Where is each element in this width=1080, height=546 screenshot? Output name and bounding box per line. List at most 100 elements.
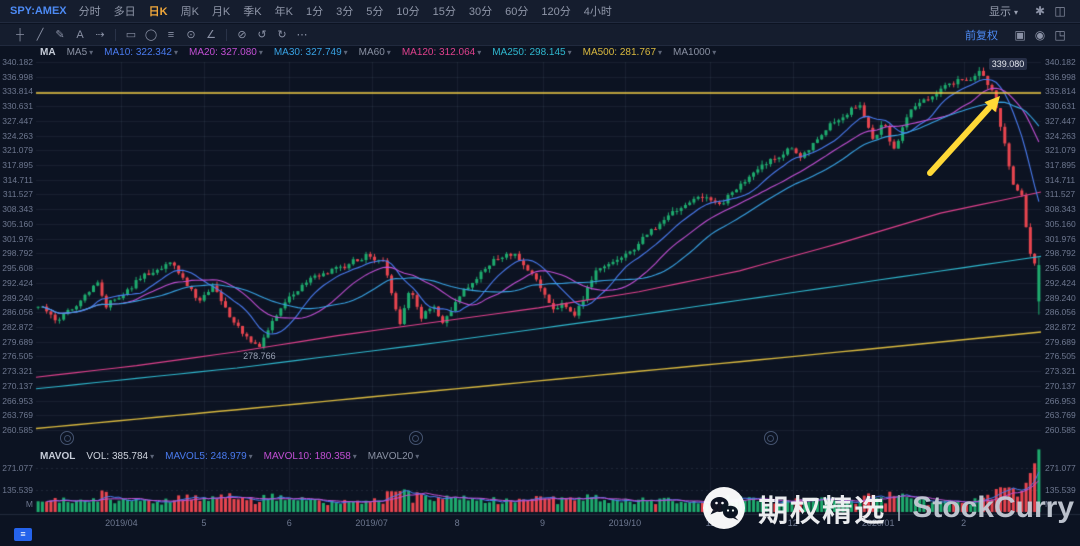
- indicator-ma20[interactable]: MA20: 327.080 ▾: [188, 47, 263, 58]
- undo-icon[interactable]: ↺: [257, 29, 267, 41]
- price-axis-label: 282.872: [2, 321, 33, 332]
- price-axis-label: 298.792: [2, 248, 33, 259]
- chevron-down-icon: ▾: [343, 48, 348, 57]
- fullscreen-icon[interactable]: ◳: [1054, 27, 1066, 42]
- tab-日K[interactable]: 日K: [148, 6, 168, 18]
- x-axis-label: 2020/01: [861, 518, 895, 528]
- ellipse-tool[interactable]: ◯: [144, 29, 158, 41]
- volume-axis-unit: M: [1045, 499, 1053, 509]
- display-menu[interactable]: 显示 ▾: [989, 3, 1018, 19]
- volume-axis-label: 135.539: [2, 484, 33, 495]
- indicator-mavol20[interactable]: MAVOL20 ▾: [367, 451, 420, 462]
- price-axis-label: 292.424: [2, 277, 33, 288]
- volume-axis-unit: M: [25, 499, 33, 509]
- watermark-divider: [898, 495, 901, 521]
- indicator-mavol5[interactable]: MAVOL5: 248.979 ▾: [165, 451, 253, 462]
- price-axis-label: 276.505: [2, 351, 33, 362]
- app-watermark-icon: [408, 431, 423, 445]
- tab-周K[interactable]: 周K: [180, 6, 199, 18]
- price-axis-label: 289.240: [2, 292, 33, 303]
- indicator-ma500[interactable]: MA500: 281.767 ▾: [582, 47, 663, 58]
- indicator-ma120[interactable]: MA120: 312.064 ▾: [401, 47, 482, 58]
- volume-axis-label: 271.077: [2, 463, 33, 473]
- price-axis-label: 340.182: [1045, 57, 1076, 67]
- price-axis-label: 263.769: [2, 410, 33, 421]
- x-axis-label: 2019/10: [608, 518, 642, 528]
- chevron-down-icon: ▾: [150, 452, 155, 461]
- chevron-down-icon: ▾: [352, 452, 357, 461]
- brush-tool[interactable]: ✎: [55, 29, 65, 41]
- more-tools-icon[interactable]: ⋯: [296, 29, 308, 41]
- range-selector-button[interactable]: ≡: [14, 528, 32, 541]
- x-axis-label: 8: [454, 518, 460, 528]
- indicator-ma60[interactable]: MA60 ▾: [358, 47, 391, 58]
- tab-月K[interactable]: 月K: [211, 6, 231, 18]
- chevron-down-icon: ▾: [248, 452, 253, 461]
- price-axis-label: 321.079: [1045, 145, 1076, 156]
- price-axis-label: 301.976: [2, 233, 33, 244]
- measure-tool[interactable]: ∠: [206, 29, 216, 41]
- price-axis-label: 330.631: [1045, 101, 1076, 112]
- chevron-down-icon: ▾: [386, 48, 391, 57]
- indicator-ma250[interactable]: MA250: 298.145 ▾: [492, 47, 572, 58]
- x-axis-label: 2019/07: [355, 518, 388, 528]
- tab-60分[interactable]: 60分: [505, 6, 529, 18]
- watermark-chinese-name: 期权精选: [758, 495, 887, 528]
- tab-季K[interactable]: 季K: [243, 6, 262, 18]
- screenshot-camera-icon[interactable]: ◉: [1034, 27, 1046, 42]
- tab-15分[interactable]: 15分: [432, 6, 456, 18]
- symbol-label[interactable]: SPY:AMEX: [10, 5, 67, 17]
- trendline-tool[interactable]: ╱: [36, 29, 44, 41]
- volume-axis-label: 135.539: [1045, 484, 1076, 495]
- price-axis-label: 273.321: [1045, 366, 1076, 377]
- tab-1分[interactable]: 1分: [305, 6, 324, 18]
- indicator-vol[interactable]: VOL: 385.784 ▾: [86, 451, 155, 462]
- tab-5分[interactable]: 5分: [366, 6, 384, 18]
- indicator-ma10[interactable]: MA10: 322.342 ▾: [104, 47, 178, 58]
- price-axis-label: 270.137: [2, 380, 33, 391]
- fibonacci-tool[interactable]: ≡: [167, 28, 175, 41]
- chevron-down-icon: ▾: [173, 48, 178, 57]
- tab-多日[interactable]: 多日: [113, 6, 136, 18]
- indicator-mavol10[interactable]: MAVOL10: 180.358 ▾: [263, 451, 357, 462]
- x-axis-label: 2: [961, 518, 967, 528]
- text-tool[interactable]: A: [76, 28, 84, 41]
- tab-年K[interactable]: 年K: [274, 6, 293, 18]
- mavol-row-group-label[interactable]: MAVOL: [40, 451, 76, 462]
- save-layout-icon[interactable]: ▣: [1014, 27, 1026, 42]
- high-price-annotation: 339.080: [988, 58, 1028, 71]
- chevron-down-icon: ▾: [567, 48, 572, 57]
- indicator-ma1000[interactable]: MA1000 ▾: [673, 47, 717, 58]
- low-price-annotation: 278.766: [243, 350, 276, 361]
- tab-30分[interactable]: 30分: [468, 6, 493, 18]
- price-axis-label: 321.079: [2, 145, 33, 156]
- magnet-tool[interactable]: ⊙: [186, 29, 196, 41]
- tab-4小时[interactable]: 4小时: [583, 6, 612, 18]
- price-axis-label: 327.447: [2, 115, 33, 126]
- drawing-tools: ┼ ╱ ✎ A ⇢ ▭ ◯ ≡ ⊙ ∠ ⊘ ↺ ↻ ⋯: [10, 28, 312, 41]
- price-axis-label: 260.585: [2, 425, 33, 435]
- toolbar-separator: [115, 28, 116, 41]
- tab-3分[interactable]: 3分: [336, 6, 354, 18]
- layout-panels-icon[interactable]: ◫: [1054, 4, 1066, 18]
- tab-分时[interactable]: 分时: [78, 6, 101, 18]
- price-axis-label: 295.608: [1045, 263, 1076, 274]
- price-adjustment-mode[interactable]: 前复权: [965, 29, 998, 42]
- price-axis-label: 327.447: [1045, 115, 1076, 126]
- toolbar-separator: [226, 28, 227, 41]
- crosshair-tool[interactable]: ┼: [16, 28, 24, 41]
- eraser-tool[interactable]: ⊘: [237, 29, 247, 41]
- rectangle-tool[interactable]: ▭: [125, 29, 137, 41]
- tab-120分[interactable]: 120分: [541, 6, 571, 18]
- settings-gear-icon[interactable]: ✱: [1034, 4, 1046, 18]
- price-axis-label: 340.182: [2, 57, 33, 67]
- arrow-tool[interactable]: ⇢: [95, 29, 105, 41]
- redo-icon[interactable]: ↻: [277, 29, 287, 41]
- tab-10分[interactable]: 10分: [396, 6, 420, 18]
- ma-row-group-label[interactable]: MA: [40, 47, 56, 58]
- indicator-ma5[interactable]: MA5 ▾: [66, 47, 94, 58]
- price-axis-label: 324.263: [2, 130, 33, 141]
- top-toolbar: SPY:AMEX 分时 多日 日K 周K 月K 季K 年K 1分 3分 5分 10分 15分 30分 60…: [0, 0, 1080, 23]
- indicator-ma30[interactable]: MA30: 327.749 ▾: [273, 47, 348, 58]
